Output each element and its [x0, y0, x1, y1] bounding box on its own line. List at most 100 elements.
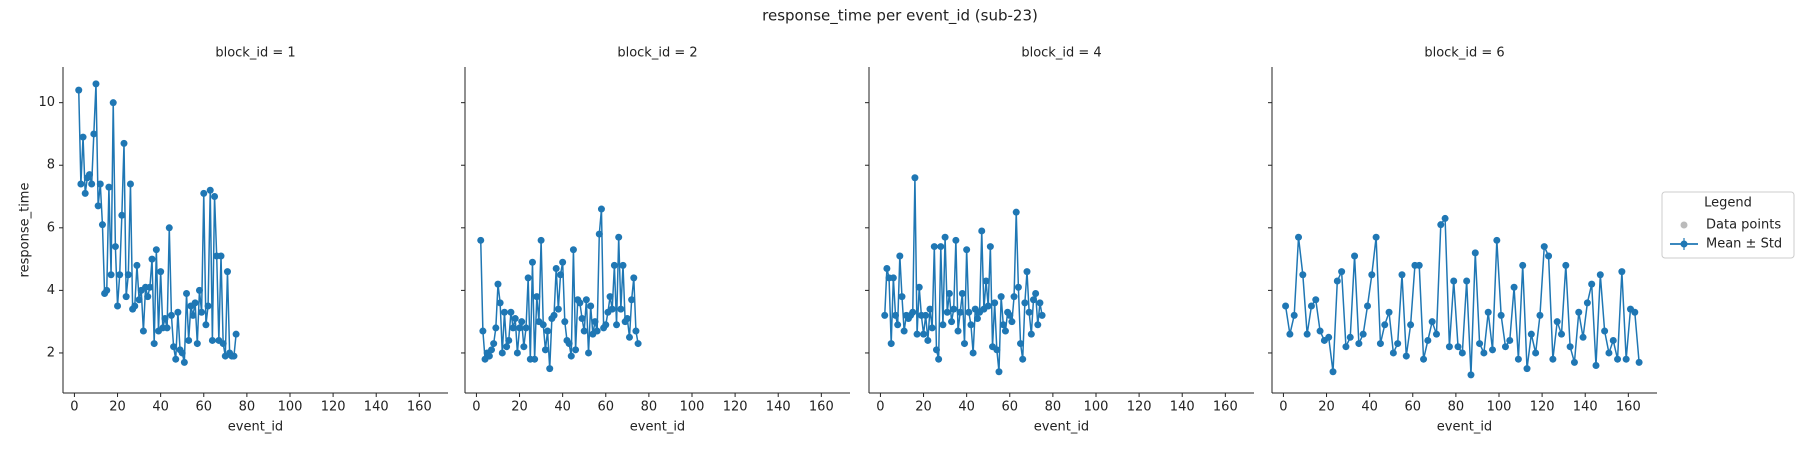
- data-point: [963, 246, 971, 254]
- data-point: [152, 246, 160, 254]
- data-point: [1545, 252, 1553, 260]
- data-point: [1467, 371, 1475, 379]
- x-tick-label: 160: [809, 400, 834, 415]
- x-tick-label: 100: [278, 400, 303, 415]
- data-point: [602, 321, 610, 329]
- data-point: [90, 130, 98, 138]
- data-point: [1407, 321, 1415, 329]
- data-point: [995, 368, 1003, 376]
- x-axis-label: event_id: [1034, 420, 1089, 435]
- data-point: [591, 318, 599, 326]
- x-tick-label: 100: [680, 400, 705, 415]
- data-point: [195, 286, 203, 294]
- data-point: [1312, 296, 1320, 304]
- legend: Legend Data points Mean ± Std: [1661, 191, 1795, 259]
- data-point: [1570, 358, 1578, 366]
- data-point: [165, 224, 173, 232]
- figure-title: response_time per event_id (sub-23): [762, 7, 1038, 26]
- data-point: [185, 336, 193, 344]
- data-point: [1454, 343, 1462, 351]
- data-point: [1299, 271, 1307, 279]
- data-point: [1036, 299, 1044, 307]
- data-point: [1376, 340, 1384, 348]
- data-point: [1006, 311, 1014, 319]
- data-point: [86, 171, 94, 179]
- data-point: [492, 324, 500, 332]
- data-point: [920, 330, 928, 338]
- data-point: [1381, 321, 1389, 329]
- data-point: [597, 205, 605, 213]
- data-point: [881, 311, 889, 319]
- data-point: [541, 346, 549, 354]
- data-point: [146, 283, 154, 291]
- data-point: [1471, 249, 1479, 257]
- data-point: [952, 236, 960, 244]
- data-point: [909, 308, 917, 316]
- data-point: [973, 315, 981, 323]
- legend-box: [1661, 191, 1795, 259]
- data-point: [948, 318, 956, 326]
- data-point: [941, 233, 949, 241]
- data-point: [1506, 336, 1514, 344]
- data-point: [1402, 352, 1410, 360]
- data-point: [887, 340, 895, 348]
- data-point: [75, 86, 83, 94]
- data-point: [911, 174, 919, 182]
- data-point: [997, 293, 1005, 301]
- data-point: [1609, 336, 1617, 344]
- data-point: [1536, 311, 1544, 319]
- data-point: [1575, 308, 1583, 316]
- data-point: [81, 189, 89, 197]
- data-point: [120, 139, 128, 147]
- data-point: [984, 302, 992, 310]
- x-tick-label: 0: [1279, 400, 1287, 415]
- data-point: [999, 321, 1007, 329]
- data-point: [500, 308, 508, 316]
- y-tick-label: 4: [47, 283, 55, 298]
- panel-title: block_id = 2: [617, 46, 697, 61]
- data-point: [900, 327, 908, 335]
- data-point: [1385, 308, 1393, 316]
- panel-title: block_id = 1: [215, 46, 295, 61]
- data-point: [580, 327, 588, 335]
- data-point: [576, 299, 584, 307]
- x-axis-label: event_id: [630, 420, 685, 435]
- data-point: [619, 261, 627, 269]
- data-point: [1484, 308, 1492, 316]
- data-point: [178, 349, 186, 357]
- data-point: [92, 80, 100, 88]
- data-point: [552, 264, 560, 272]
- data-point: [932, 346, 940, 354]
- x-tick-label: 80: [1448, 400, 1465, 415]
- data-point: [1540, 243, 1548, 251]
- data-point: [161, 315, 169, 323]
- data-point: [986, 243, 994, 251]
- y-tick-label: 2: [47, 345, 55, 360]
- data-point: [126, 180, 134, 188]
- data-point: [167, 311, 175, 319]
- data-point: [625, 333, 633, 341]
- x-tick-label: 40: [152, 400, 169, 415]
- data-point: [520, 343, 528, 351]
- data-point: [993, 346, 1001, 354]
- data-point: [148, 255, 156, 263]
- data-point: [1359, 330, 1367, 338]
- x-axis-label: event_id: [1437, 420, 1492, 435]
- data-point: [524, 274, 532, 282]
- data-point: [928, 324, 936, 332]
- data-point: [889, 274, 897, 282]
- data-point: [1415, 261, 1423, 269]
- data-point: [1394, 340, 1402, 348]
- data-point: [1527, 330, 1535, 338]
- data-point: [623, 315, 631, 323]
- data-point: [114, 302, 122, 310]
- data-point: [200, 189, 208, 197]
- data-point: [1437, 221, 1445, 229]
- data-point: [139, 327, 147, 335]
- x-tick-label: 160: [407, 400, 432, 415]
- data-point: [1514, 355, 1522, 363]
- data-point: [1432, 330, 1440, 338]
- data-point: [507, 308, 515, 316]
- data-point: [531, 355, 539, 363]
- data-point: [1588, 280, 1596, 288]
